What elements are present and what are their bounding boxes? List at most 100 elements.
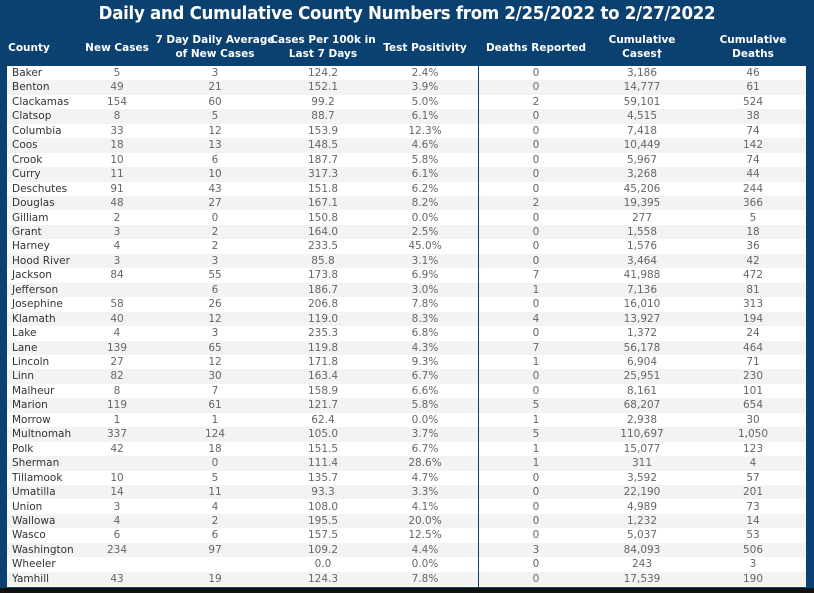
cell-test-positivity: 6.7% xyxy=(411,370,439,383)
cell-cases-per-100k: 206.8 xyxy=(307,298,339,311)
table-row: Crook 10 6 187.7 5.8% 0 5,967 74 xyxy=(7,153,806,167)
cell-seven-day-average: 97 xyxy=(208,543,222,556)
cell-cumulative-deaths: 464 xyxy=(742,341,764,354)
cell-cumulative-deaths: 57 xyxy=(746,471,760,484)
cell-deaths-reported: 0 xyxy=(532,211,540,224)
cell-test-positivity: 4.3% xyxy=(411,341,439,354)
column-header-seven-day-average[interactable]: 7 Day Daily Average of New Cases xyxy=(155,34,275,60)
table-row: Benton 49 21 152.1 3.9% 0 14,777 61 xyxy=(7,80,806,95)
cell-cases-per-100k: 111.4 xyxy=(307,457,339,470)
cell-deaths-reported: 0 xyxy=(532,153,540,166)
cell-new-cases: 234 xyxy=(106,543,128,556)
cell-test-positivity: 6.1% xyxy=(411,168,439,181)
cell-test-positivity: 6.1% xyxy=(411,110,439,123)
cell-cumulative-deaths: 4 xyxy=(749,457,757,470)
cell-deaths-reported: 1 xyxy=(532,457,540,470)
cell-county: Yamhill xyxy=(12,572,50,585)
cell-new-cases: 8 xyxy=(113,110,121,123)
cell-county: Sherman xyxy=(12,457,60,470)
cell-cumulative-deaths: 524 xyxy=(742,95,764,108)
cell-cases-per-100k: 105.0 xyxy=(307,428,339,441)
cell-cases-per-100k: 0.0 xyxy=(314,558,332,571)
column-header-test-positivity[interactable]: Test Positivity xyxy=(383,42,467,54)
column-header-deaths-reported[interactable]: Deaths Reported xyxy=(485,42,587,54)
table-row: Klamath 40 12 119.0 8.3% 4 13,927 194 xyxy=(7,311,806,327)
cell-seven-day-average: 55 xyxy=(208,269,222,282)
cell-test-positivity: 4.1% xyxy=(411,500,439,513)
cell-test-positivity: 6.8% xyxy=(411,327,439,340)
cell-seven-day-average: 21 xyxy=(208,81,222,94)
cell-deaths-reported: 3 xyxy=(532,543,540,556)
cell-test-positivity: 28.6% xyxy=(408,457,442,470)
table-row: Wheeler 0.0 0.0% 0 243 3 xyxy=(7,557,806,571)
cell-seven-day-average: 18 xyxy=(208,442,222,455)
cell-cumulative-deaths: 654 xyxy=(742,399,764,412)
table-row: Morrow 1 1 62.4 0.0% 1 2,938 30 xyxy=(7,413,806,427)
cell-cases-per-100k: 186.7 xyxy=(307,283,339,296)
column-divider xyxy=(478,66,479,587)
cell-deaths-reported: 0 xyxy=(532,298,540,311)
cell-deaths-reported: 1 xyxy=(532,413,540,426)
cell-cumulative-deaths: 73 xyxy=(746,500,760,513)
cell-cumulative-deaths: 71 xyxy=(746,356,760,368)
table-row: Harney 4 2 233.5 45.0% 0 1,576 36 xyxy=(7,239,806,253)
cell-deaths-reported: 5 xyxy=(532,399,540,412)
cell-county: Deschutes xyxy=(12,182,68,195)
cell-cumulative-deaths: 36 xyxy=(746,240,760,253)
cell-test-positivity: 3.3% xyxy=(411,486,439,499)
cell-cumulative-cases: 4,515 xyxy=(626,110,658,123)
table-row: Curry 11 10 317.3 6.1% 0 3,268 44 xyxy=(7,167,806,182)
cell-new-cases: 10 xyxy=(110,153,124,166)
cell-county: Marion xyxy=(12,399,48,412)
table-row: Douglas 48 27 167.1 8.2% 2 19,395 366 xyxy=(7,196,806,211)
cell-test-positivity: 7.8% xyxy=(411,298,439,311)
cell-county: Washington xyxy=(12,543,74,556)
table-row: Wasco 6 6 157.5 12.5% 0 5,037 53 xyxy=(7,528,806,542)
cell-seven-day-average: 12 xyxy=(208,124,222,137)
cell-cumulative-cases: 17,539 xyxy=(623,572,661,585)
cell-test-positivity: 9.3% xyxy=(411,356,439,368)
column-header-cumulative-deaths[interactable]: Cumulative Deaths xyxy=(719,34,787,60)
cell-cumulative-cases: 7,136 xyxy=(626,283,658,296)
cell-seven-day-average: 6 xyxy=(211,283,219,296)
cell-deaths-reported: 0 xyxy=(532,254,540,267)
cell-new-cases: 42 xyxy=(110,442,124,455)
cell-cumulative-deaths: 472 xyxy=(742,269,764,282)
cell-county: Benton xyxy=(12,81,50,94)
cell-new-cases: 14 xyxy=(110,486,124,499)
cell-test-positivity: 6.6% xyxy=(411,384,439,397)
cell-cases-per-100k: 164.0 xyxy=(307,225,339,238)
cell-cumulative-deaths: 53 xyxy=(746,529,760,542)
column-header-new-cases[interactable]: New Cases xyxy=(85,42,149,54)
cell-county: Crook xyxy=(12,153,43,166)
cell-test-positivity: 0.0% xyxy=(411,211,439,224)
cell-county: Multnomah xyxy=(12,428,72,441)
cell-new-cases: 58 xyxy=(110,298,124,311)
cell-deaths-reported: 1 xyxy=(532,283,540,296)
cell-cumulative-cases: 68,207 xyxy=(623,399,661,412)
column-header-cases-per-100k[interactable]: Cases Per 100k in Last 7 Days xyxy=(270,34,376,60)
cell-deaths-reported: 0 xyxy=(532,500,540,513)
table-row: Deschutes 91 43 151.8 6.2% 0 45,206 244 xyxy=(7,182,806,196)
cell-seven-day-average: 124 xyxy=(204,428,226,441)
cell-cases-per-100k: 150.8 xyxy=(307,211,339,224)
cell-cases-per-100k: 195.5 xyxy=(307,514,339,527)
cell-cases-per-100k: 153.9 xyxy=(307,124,339,137)
column-header-cumulative-cases[interactable]: Cumulative Cases† xyxy=(608,34,676,60)
cell-cases-per-100k: 124.2 xyxy=(307,67,339,79)
cell-cases-per-100k: 235.3 xyxy=(307,327,339,340)
cell-test-positivity: 20.0% xyxy=(408,514,442,527)
cell-deaths-reported: 0 xyxy=(532,327,540,340)
column-header-county[interactable]: County xyxy=(8,42,50,54)
cell-cumulative-deaths: 506 xyxy=(742,543,764,556)
table-header: County New Cases 7 Day Daily Average of New… xyxy=(7,30,806,66)
cell-cumulative-cases: 22,190 xyxy=(623,486,661,499)
cell-seven-day-average: 2 xyxy=(211,514,219,527)
cell-seven-day-average: 5 xyxy=(211,110,219,123)
cell-cases-per-100k: 119.0 xyxy=(307,312,339,325)
cell-cases-per-100k: 88.7 xyxy=(311,110,335,123)
cell-cases-per-100k: 158.9 xyxy=(307,384,339,397)
cell-seven-day-average: 43 xyxy=(208,182,222,195)
cell-cases-per-100k: 119.8 xyxy=(307,341,339,354)
cell-county: Baker xyxy=(12,67,43,79)
